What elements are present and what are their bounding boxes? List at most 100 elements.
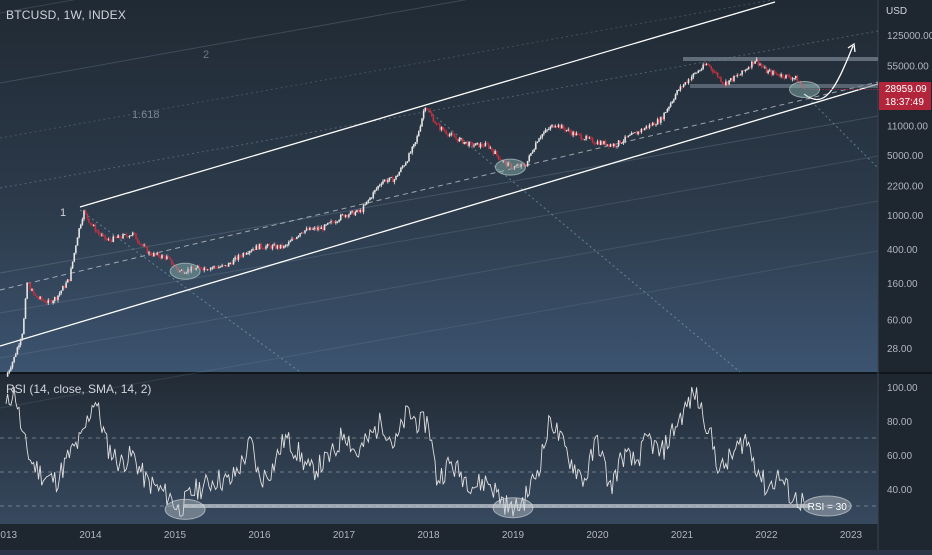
candle-body	[398, 171, 401, 176]
candle-body	[768, 70, 771, 72]
candle-body	[162, 255, 165, 257]
candle-body	[663, 112, 665, 120]
price-tick-label: 5000.00	[887, 151, 924, 162]
candle-body	[624, 136, 626, 142]
candle-body	[445, 131, 448, 135]
candle-body	[213, 266, 215, 268]
candle-body	[122, 234, 124, 239]
candle-body	[273, 244, 275, 246]
candle-body	[744, 69, 747, 72]
candle-body	[575, 133, 578, 136]
candle-body	[767, 70, 769, 74]
candle-body	[218, 267, 220, 269]
candle-body	[328, 222, 331, 224]
candle-body	[99, 233, 102, 236]
candle-body	[409, 152, 412, 154]
candle-body	[478, 142, 480, 148]
candle-body	[10, 367, 12, 371]
candle-body	[143, 245, 145, 247]
candle-body	[356, 209, 358, 213]
candle-body	[136, 239, 139, 242]
candle-body	[424, 108, 427, 112]
candle-body	[343, 214, 345, 217]
candle-body	[630, 133, 633, 136]
candle-body	[221, 265, 223, 267]
candle-body	[742, 70, 745, 72]
candle-body	[131, 232, 134, 236]
candle-body	[346, 215, 349, 217]
bottom-highlight	[169, 262, 201, 280]
candle-body	[530, 153, 532, 156]
candle-body	[716, 72, 719, 78]
candle-body	[406, 161, 409, 163]
candle-body	[222, 265, 225, 267]
candle-body	[578, 133, 581, 135]
candle-body	[754, 61, 756, 64]
candle-body	[746, 69, 748, 70]
candle-body	[265, 246, 267, 249]
time-tick-label: 2021	[671, 530, 694, 541]
candle-body	[125, 234, 128, 236]
candle-body	[239, 255, 241, 257]
candle-body	[632, 132, 635, 134]
candle-body	[302, 232, 305, 234]
price-tick-label: 1000.00	[887, 211, 924, 222]
candle-body	[164, 256, 167, 259]
candle-body	[193, 268, 196, 270]
candle-body	[78, 228, 80, 238]
candle-body	[297, 235, 300, 237]
candle-body	[452, 133, 454, 136]
candle-body	[362, 205, 365, 213]
last-price: 28959.09	[885, 84, 927, 95]
candle-body	[729, 78, 732, 81]
candle-body	[89, 222, 92, 225]
candle-body	[653, 122, 656, 125]
candle-body	[201, 269, 204, 271]
candle-body	[71, 261, 74, 269]
candle-body	[320, 227, 323, 230]
candle-body	[291, 238, 293, 241]
candle-body	[435, 123, 438, 125]
candle-body	[492, 150, 495, 155]
candle-body	[440, 127, 443, 130]
candle-body	[697, 70, 700, 73]
candle-body	[240, 256, 243, 258]
rsi-line	[5, 386, 805, 517]
candle-body	[705, 63, 708, 66]
candle-body	[304, 230, 306, 233]
candle-body	[456, 138, 459, 142]
candle-body	[167, 256, 170, 258]
candle-body	[120, 237, 123, 239]
candle-body	[521, 163, 524, 165]
candle-body	[583, 139, 586, 141]
candle-body	[261, 247, 264, 249]
candle-body	[523, 164, 526, 167]
projection-arrowhead	[847, 42, 856, 53]
candle-body	[36, 295, 38, 298]
candle-body	[591, 138, 594, 143]
candle-body	[682, 84, 685, 88]
candle-body	[413, 144, 415, 147]
rsi-axis: 100.00 80.00 60.00 40.00	[887, 383, 918, 496]
candle-body	[289, 240, 292, 243]
candle-body	[390, 177, 392, 179]
candle-body	[557, 124, 560, 127]
candle-body	[97, 231, 100, 234]
candle-body	[609, 144, 612, 147]
rsi-tick-label: 100.00	[887, 383, 918, 394]
candle-body	[192, 266, 194, 269]
candle-body	[671, 101, 674, 104]
channel-mid	[0, 81, 879, 291]
candle-body	[518, 164, 521, 167]
candle-body	[764, 67, 766, 69]
candle-body	[8, 370, 11, 373]
candle-body	[37, 297, 40, 299]
candle-body	[504, 160, 506, 162]
candle-body	[770, 70, 773, 75]
candle-body	[91, 224, 93, 226]
candle-body	[674, 94, 677, 100]
candle-body	[495, 151, 498, 156]
candle-body	[372, 192, 375, 198]
candle-body	[482, 145, 485, 147]
